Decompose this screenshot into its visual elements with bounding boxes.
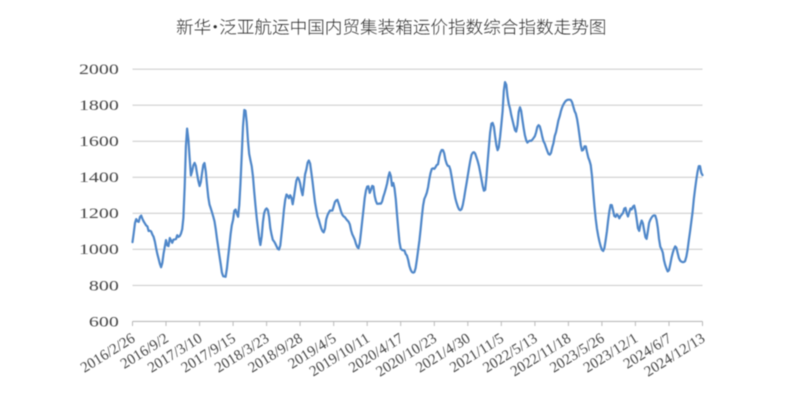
- svg-text:800: 800: [89, 277, 119, 294]
- svg-text:600: 600: [89, 313, 119, 330]
- svg-text:1000: 1000: [79, 241, 119, 258]
- svg-text:1800: 1800: [79, 97, 119, 114]
- svg-text:1600: 1600: [79, 133, 119, 150]
- svg-text:1400: 1400: [79, 169, 119, 186]
- svg-text:1200: 1200: [79, 205, 119, 222]
- svg-text:2000: 2000: [79, 61, 119, 78]
